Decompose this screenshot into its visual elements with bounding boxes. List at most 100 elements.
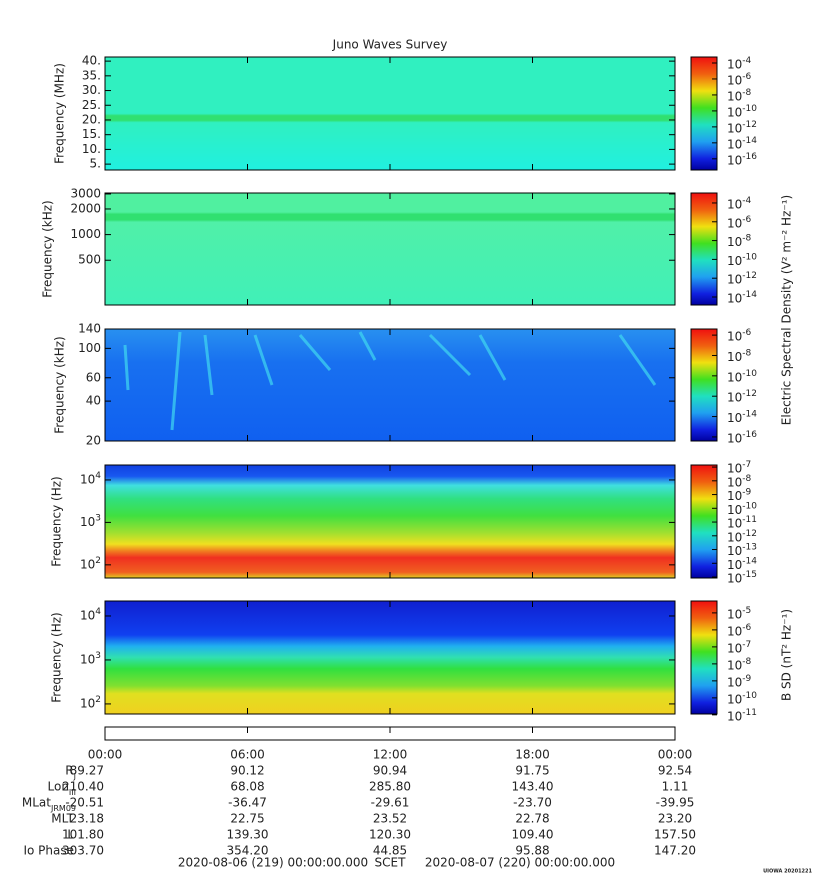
y-tick-label-exponent: 3 (95, 650, 101, 660)
chart-title: Juno Waves Survey (332, 38, 448, 52)
colorbar (691, 329, 717, 441)
colorbar-tick-label: 10-15 (727, 570, 757, 586)
y-tick-label: 30. (82, 83, 101, 97)
colorbar-tick-label-exponent: -7 (742, 460, 751, 470)
colorbar-tick-label: 10-8 (727, 348, 752, 364)
colorbar-tick-label: 10-11 (727, 707, 757, 723)
y-axis-label: Frequency (Hz) (50, 612, 64, 703)
colorbar-tick-label-exponent: -14 (742, 409, 757, 419)
ephemeris-value: 101.80 (62, 828, 104, 842)
x-tick-label: 00:00 (658, 748, 693, 762)
colorbar-tick-label-exponent: -9 (742, 673, 751, 683)
colorbar-tick-label: 10-16 (727, 151, 757, 167)
colorbar-tick-label: 10-7 (727, 639, 751, 655)
y-axis-label: Frequency (Hz) (50, 476, 64, 567)
colorbar-tick-label-exponent: -14 (742, 135, 757, 145)
colorbar (691, 57, 717, 170)
colorbar-tick-label: 10-6 (727, 71, 752, 87)
ephemeris-value: 91.75 (515, 764, 549, 778)
colorbar-frame (690, 328, 718, 442)
ephemeris-value: 90.12 (230, 764, 264, 778)
ephemeris-value: 90.94 (373, 764, 407, 778)
ephemeris-value: 23.18 (70, 812, 104, 826)
y-tick-label: 2000 (70, 201, 101, 215)
colorbar-tick-label: 10-10 (727, 252, 757, 268)
ephemeris-subscript: III (69, 788, 76, 797)
colorbar-tick-label: 10-12 (727, 389, 757, 405)
y-tick-label: 104 (80, 470, 101, 486)
ephemeris-value: 95.88 (515, 844, 549, 858)
ephemeris-value: 139.30 (227, 828, 269, 842)
ephemeris-value: 92.54 (658, 764, 692, 778)
ephemeris-value: 68.08 (230, 780, 264, 794)
y-tick-label: 3000 (70, 186, 101, 200)
colorbar-tick-label-exponent: -16 (742, 151, 757, 161)
ephemeris-value: 22.78 (515, 812, 549, 826)
y-axis-label: Frequency (kHz) (53, 336, 67, 433)
y-tick-label-exponent: 2 (95, 555, 101, 565)
colorbar (691, 465, 717, 578)
colorbar-tick-label: 10-12 (727, 271, 757, 287)
ephemeris-subscript: J (73, 772, 76, 781)
colorbar-tick-label: 10-10 (727, 368, 757, 384)
y-tick-label: 102 (80, 555, 101, 571)
y-tick-label-exponent: 4 (95, 470, 101, 480)
ephemeris-value: 210.40 (62, 780, 104, 794)
y-tick-label: 40. (82, 54, 101, 68)
colorbar-tick-label: 10-14 (727, 135, 757, 151)
colorbar-tick-label: 10-12 (727, 119, 757, 135)
y-tick-label: 15. (82, 127, 101, 141)
colorbar-tick-label: 10-8 (727, 656, 752, 672)
spectrogram (105, 601, 675, 714)
colorbar-tick-label: 10-5 (727, 605, 751, 621)
y-axis-label: Frequency (MHz) (53, 63, 67, 164)
colorbar-tick-label-exponent: -12 (742, 389, 757, 399)
y-tick-label-exponent: 3 (95, 513, 101, 523)
ephemeris-value: 147.20 (654, 844, 696, 858)
ephemeris-value: -20.51 (65, 796, 104, 810)
ephemeris-value: 23.20 (658, 812, 692, 826)
colorbar-tick-label: 10-8 (727, 233, 752, 249)
ephemeris-value: 23.52 (373, 812, 407, 826)
colorbar-frame (690, 192, 718, 306)
colorbar-tick-label-exponent: -4 (742, 195, 751, 205)
y-tick-label: 20. (82, 112, 101, 126)
colorbar-tick-label-exponent: -8 (742, 656, 751, 666)
colorbar-tick-label-exponent: -10 (742, 252, 757, 262)
ephemeris-value: 44.85 (373, 844, 407, 858)
ephemeris-label: LonIII (48, 780, 77, 797)
colorbar-tick-label-exponent: -8 (742, 87, 751, 97)
colorbar-tick-label-exponent: -10 (742, 690, 757, 700)
colorbar-tick-label: 10-8 (727, 87, 752, 103)
ephemeris-subscript: JRM09 (50, 804, 76, 813)
ephemeris-value: 120.30 (369, 828, 411, 842)
y-tick-label: 500 (78, 253, 101, 267)
y-tick-label: 140 (78, 322, 101, 336)
ephemeris-value: 157.50 (654, 828, 696, 842)
y-tick-label: 10. (82, 142, 101, 156)
colorbar-tick-label-exponent: -11 (742, 515, 757, 525)
colorbar-tick-label-exponent: -6 (742, 214, 751, 224)
ephemeris-value: -29.61 (371, 796, 410, 810)
colorbar-tick-label: 10-6 (727, 622, 752, 638)
colorbar-tick-label-exponent: -8 (742, 233, 751, 243)
ephemeris-label: MLT (51, 812, 74, 826)
x-tick-label: 12:00 (373, 748, 408, 762)
y-tick-label: 5. (90, 157, 101, 171)
ephemeris-label: Io Phase (23, 844, 74, 858)
colorbar-tick-label-exponent: -8 (742, 473, 751, 483)
y-tick-label: 103 (80, 513, 101, 529)
ephemeris-value: 143.40 (512, 780, 554, 794)
ephemeris-value: 285.80 (369, 780, 411, 794)
ephemeris-value: -39.95 (656, 796, 695, 810)
colorbar-tick-label-exponent: -5 (742, 605, 751, 615)
y-tick-label: 40 (86, 394, 101, 408)
y-tick-label: 20 (86, 434, 101, 448)
ephemeris-value: 109.40 (512, 828, 554, 842)
colorbar-tick-label-exponent: -10 (742, 103, 757, 113)
ephemeris-value: 303.70 (62, 844, 104, 858)
colorbar-tick-label-exponent: -15 (742, 570, 757, 580)
ephemeris-value: 354.20 (227, 844, 269, 858)
footer-stamp: UIOWA 20201221 (763, 869, 812, 875)
